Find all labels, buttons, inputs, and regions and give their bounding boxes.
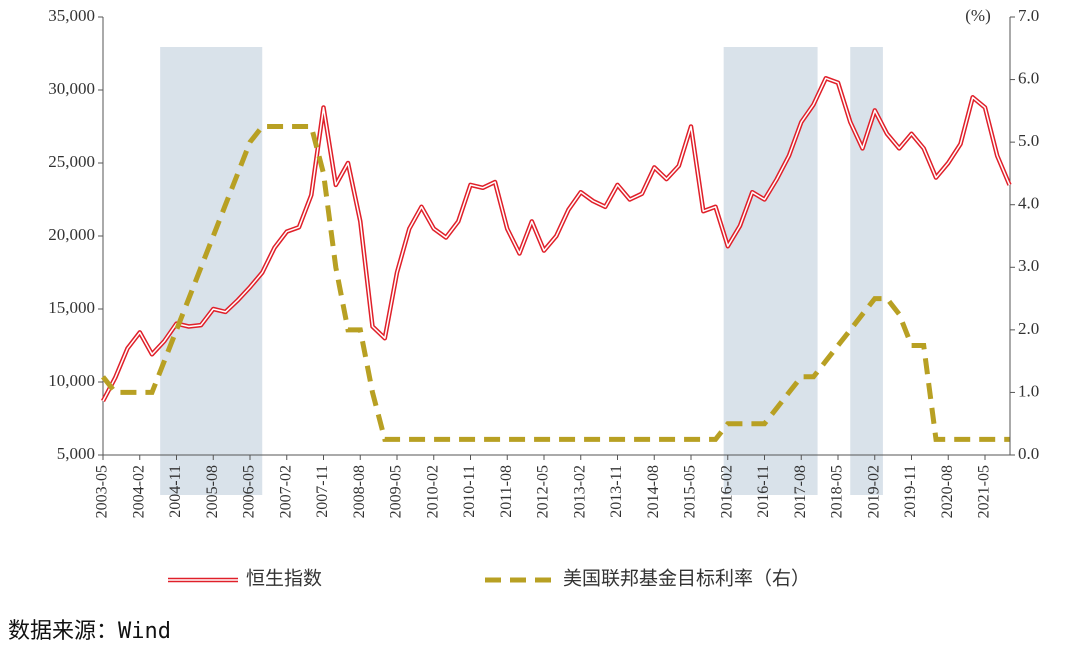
x-tick-label: 2021-05	[976, 465, 993, 518]
index-line-inner	[102, 77, 1011, 402]
x-tick-label: 2016-11	[755, 465, 772, 518]
x-tick-label: 2010-02	[424, 465, 441, 518]
y2-tick-label: 6.0	[1018, 68, 1039, 87]
x-tick-label: 2010-11	[461, 465, 478, 518]
rate-line	[101, 124, 1010, 442]
x-tick-label: 2020-08	[939, 465, 956, 518]
x-tick-label: 2013-02	[571, 465, 588, 518]
y2-tick-label: 7.0	[1018, 6, 1039, 25]
x-tick-label: 2003-05	[94, 465, 111, 518]
x-tick-label: 2017-08	[792, 465, 809, 518]
x-tick-label: 2006-05	[241, 465, 258, 518]
x-tick-label: 2015-05	[682, 465, 699, 518]
x-tick-label: 2007-11	[314, 465, 331, 518]
x-tick-label: 2008-08	[351, 465, 368, 518]
y2-tick-label: 3.0	[1018, 256, 1039, 275]
source-note: 数据来源：Wind	[8, 619, 171, 644]
x-tick-label: 2019-02	[865, 465, 882, 518]
y2-tick-label: 1.0	[1018, 381, 1039, 400]
x-tick-label: 2013-11	[608, 465, 625, 518]
shaded-period	[850, 47, 883, 495]
x-tick-label: 2018-05	[829, 465, 846, 518]
y2-tick-label: 0.0	[1018, 444, 1039, 463]
y-tick-label: 30,000	[48, 79, 95, 98]
y-tick-label: 20,000	[48, 225, 95, 244]
y-tick-label: 35,000	[48, 6, 95, 25]
shaded-period	[160, 47, 263, 495]
y2-tick-label: 5.0	[1018, 131, 1039, 150]
y2-tick-label: 2.0	[1018, 319, 1039, 338]
x-tick-label: 2004-11	[167, 465, 184, 518]
x-tick-label: 2011-08	[498, 465, 515, 518]
y-tick-label: 5,000	[57, 444, 95, 463]
x-tick-label: 2009-05	[388, 465, 405, 518]
shaded-period	[723, 47, 818, 495]
y2-tick-label: 4.0	[1018, 194, 1039, 213]
y2-unit-label: (%)	[965, 6, 990, 25]
x-tick-label: 2012-05	[535, 465, 552, 518]
x-tick-label: 2007-02	[277, 465, 294, 518]
y-tick-label: 15,000	[48, 298, 95, 317]
legend-label: 恒生指数	[246, 567, 322, 589]
legend-label: 美国联邦基金目标利率（右）	[563, 567, 810, 589]
y-tick-label: 10,000	[48, 371, 95, 390]
x-tick-label: 2019-11	[902, 465, 919, 518]
x-tick-label: 2014-08	[645, 465, 662, 518]
y-tick-label: 25,000	[48, 152, 95, 171]
x-tick-label: 2005-08	[204, 465, 221, 518]
x-tick-label: 2016-02	[718, 465, 735, 518]
x-tick-label: 2004-02	[130, 465, 147, 518]
